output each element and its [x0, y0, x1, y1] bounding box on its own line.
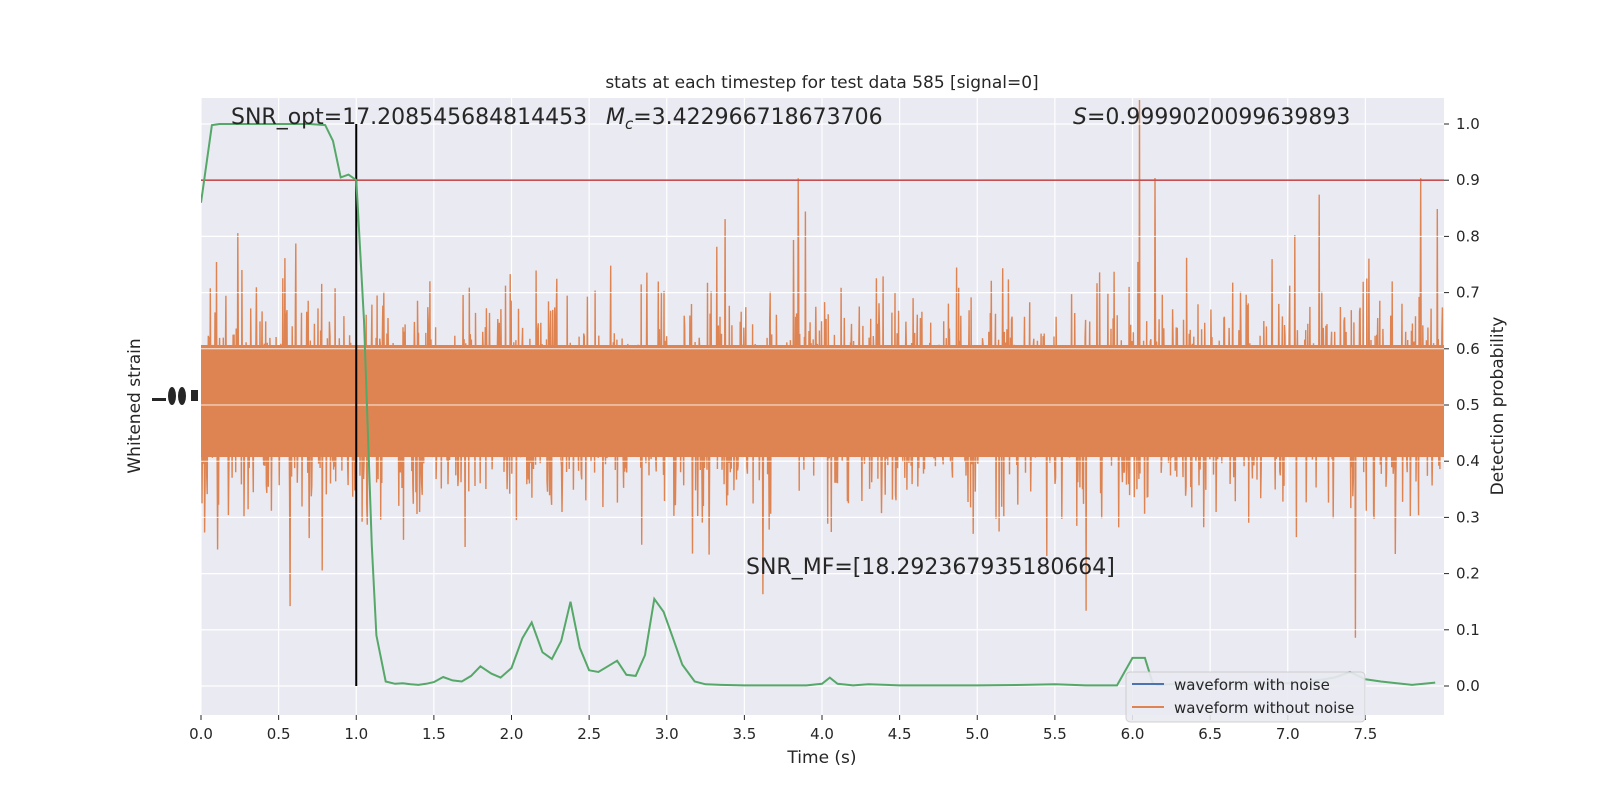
- y-right-tick-label: 0.1: [1456, 621, 1480, 639]
- x-tick-label: 5.5: [1043, 725, 1067, 743]
- y-right-tick-label: 0.8: [1456, 227, 1480, 245]
- x-tick-label: 0.0: [189, 725, 213, 743]
- noise-strain-band: [201, 345, 1444, 457]
- x-tick-label: 6.5: [1198, 725, 1222, 743]
- x-tick-label: 7.0: [1276, 725, 1300, 743]
- y-right-tick-label: 0.6: [1456, 340, 1480, 358]
- statistic-annotation: S=0.9999020099639893: [1073, 105, 1350, 130]
- chart-title: stats at each timestep for test data 585…: [605, 73, 1038, 93]
- y-right-tick-label: 0.4: [1456, 452, 1480, 470]
- x-tick-label: 3.5: [732, 725, 756, 743]
- snr-opt-annotation: SNR_opt=17.208545684814453: [231, 105, 587, 130]
- y-right-tick-label: 0.0: [1456, 677, 1480, 695]
- x-tick-label: 1.5: [422, 725, 446, 743]
- y-right-tick-label: 0.5: [1456, 396, 1480, 414]
- x-tick-label: 4.0: [810, 725, 834, 743]
- x-tick-label: 7.5: [1353, 725, 1377, 743]
- x-tick-label: 1.0: [344, 725, 368, 743]
- y-right-axis-label: Detection probability: [1488, 317, 1508, 496]
- x-tick-label: 5.0: [965, 725, 989, 743]
- x-tick-label: 6.0: [1121, 725, 1145, 743]
- y-left-axis-label: Whitened strain: [125, 338, 145, 473]
- y-right-tick-label: 1.0: [1456, 115, 1480, 133]
- y-right-tick-label: 0.7: [1456, 284, 1480, 302]
- x-axis-ticks: 0.0 0.5 1.0 1.5 2.0 2.5 3.0 3.5 4.0 4.5 5.0 5.5 6.0 6…: [189, 715, 1377, 743]
- legend-box: [1125, 671, 1366, 723]
- y-right-tick-label: 0.3: [1456, 508, 1480, 526]
- legend-label-without-noise: waveform without noise: [1174, 699, 1354, 717]
- x-tick-label: 0.5: [267, 725, 291, 743]
- x-tick-label: 4.5: [888, 725, 912, 743]
- legend-label-with-noise: waveform with noise: [1174, 676, 1330, 694]
- snr-mf-annotation: SNR_MF=[18.292367935180664]: [746, 555, 1115, 580]
- left-axis-glyph: [152, 387, 198, 405]
- x-tick-label: 2.5: [577, 725, 601, 743]
- legend: waveform with noise waveform without noi…: [1125, 671, 1366, 723]
- y-right-tick-label: 0.2: [1456, 565, 1480, 583]
- x-tick-label: 3.0: [655, 725, 679, 743]
- y-right-axis-ticks: 0.0 0.1 0.2 0.3 0.4 0.5 0.6 0.7 0.8 0.9 1.0: [1444, 115, 1480, 695]
- x-tick-label: 2.0: [500, 725, 524, 743]
- x-axis-label: Time (s): [786, 748, 856, 768]
- noise-strain-series: [201, 99, 1444, 638]
- probability-series-line: [201, 123, 1436, 687]
- y-right-tick-label: 0.9: [1456, 171, 1480, 189]
- chirp-mass-annotation: Mc=3.422966718673706: [606, 105, 883, 133]
